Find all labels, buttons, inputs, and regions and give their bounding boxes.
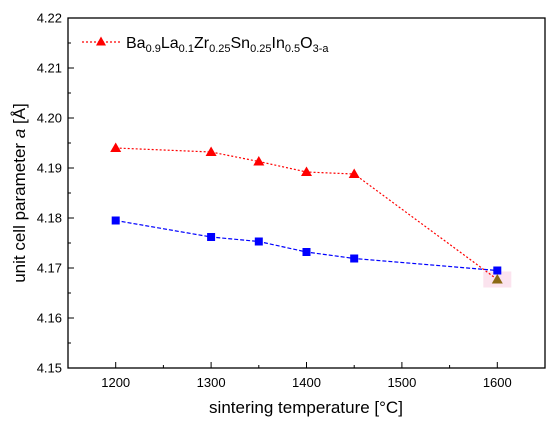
plot-frame [67, 17, 546, 369]
legend: Ba0.9​La0.1​Zr0.25​Sn0.25​In0.5​O3-a​ [82, 35, 329, 55]
triangle-marker [348, 168, 360, 178]
triangle-marker [205, 146, 217, 156]
y-tick-label: 4.22 [37, 11, 62, 26]
y-tick-label: 4.15 [37, 361, 62, 376]
series-line-0 [115, 147, 498, 280]
legend-subscript: 3-a [313, 43, 330, 55]
legend-element: In [272, 35, 285, 52]
legend-element: La [161, 35, 179, 52]
y-axis-title-prefix: unit cell parameter [10, 138, 29, 283]
x-tick-label: 1500 [387, 375, 416, 390]
square-marker [207, 233, 216, 241]
y-tick-label: 4.21 [37, 61, 62, 76]
triangle-marker [491, 274, 503, 284]
x-tick-label: 1200 [101, 375, 130, 390]
y-tick-label: 4.19 [37, 161, 62, 176]
x-axis-title: sintering temperature [°C] [209, 398, 403, 417]
legend-element: Sn [231, 35, 251, 52]
square-marker [302, 248, 311, 256]
series-line-1 [115, 219, 498, 272]
y-axis-title-unit: [Å] [10, 103, 29, 129]
y-axis-title-variable: a [10, 129, 29, 138]
legend-subscript: 0.25 [209, 43, 230, 55]
series-layer [110, 142, 512, 288]
triangle-marker [110, 142, 122, 152]
x-tick-label: 1400 [292, 375, 321, 390]
legend-subscript: 0.1 [179, 43, 194, 55]
legend-element: Zr [194, 35, 210, 52]
square-marker [493, 266, 502, 275]
legend-subscript: 0.25 [250, 43, 271, 55]
y-tick-label: 4.18 [37, 211, 62, 226]
triangle-marker [253, 156, 265, 166]
square-marker [254, 237, 263, 246]
triangle-marker [301, 166, 312, 176]
y-tick-label: 4.20 [37, 111, 62, 126]
x-axis: 1200 1300 1400 1500 1600 [101, 362, 512, 390]
y-axis-title: unit cell parameter a [Å] [10, 103, 29, 283]
square-marker [350, 254, 359, 263]
legend-label: Ba0.9​La0.1​Zr0.25​Sn0.25​In0.5​O3-a​ [126, 35, 329, 55]
legend-subscript: 0.9 [146, 43, 161, 55]
y-tick-label: 4.17 [37, 261, 62, 276]
legend-marker [96, 36, 106, 46]
y-tick-label: 4.16 [37, 311, 62, 326]
legend-element: Ba [126, 35, 146, 52]
x-tick-label: 1300 [197, 375, 226, 390]
square-marker [111, 216, 120, 225]
y-axis: 4.15 4.16 4.17 4.18 4.19 4.20 4.21 4.22 [37, 11, 74, 376]
legend-subscript: 0.5 [285, 43, 300, 55]
x-tick-label: 1600 [483, 375, 512, 390]
legend-element: O [300, 35, 312, 52]
